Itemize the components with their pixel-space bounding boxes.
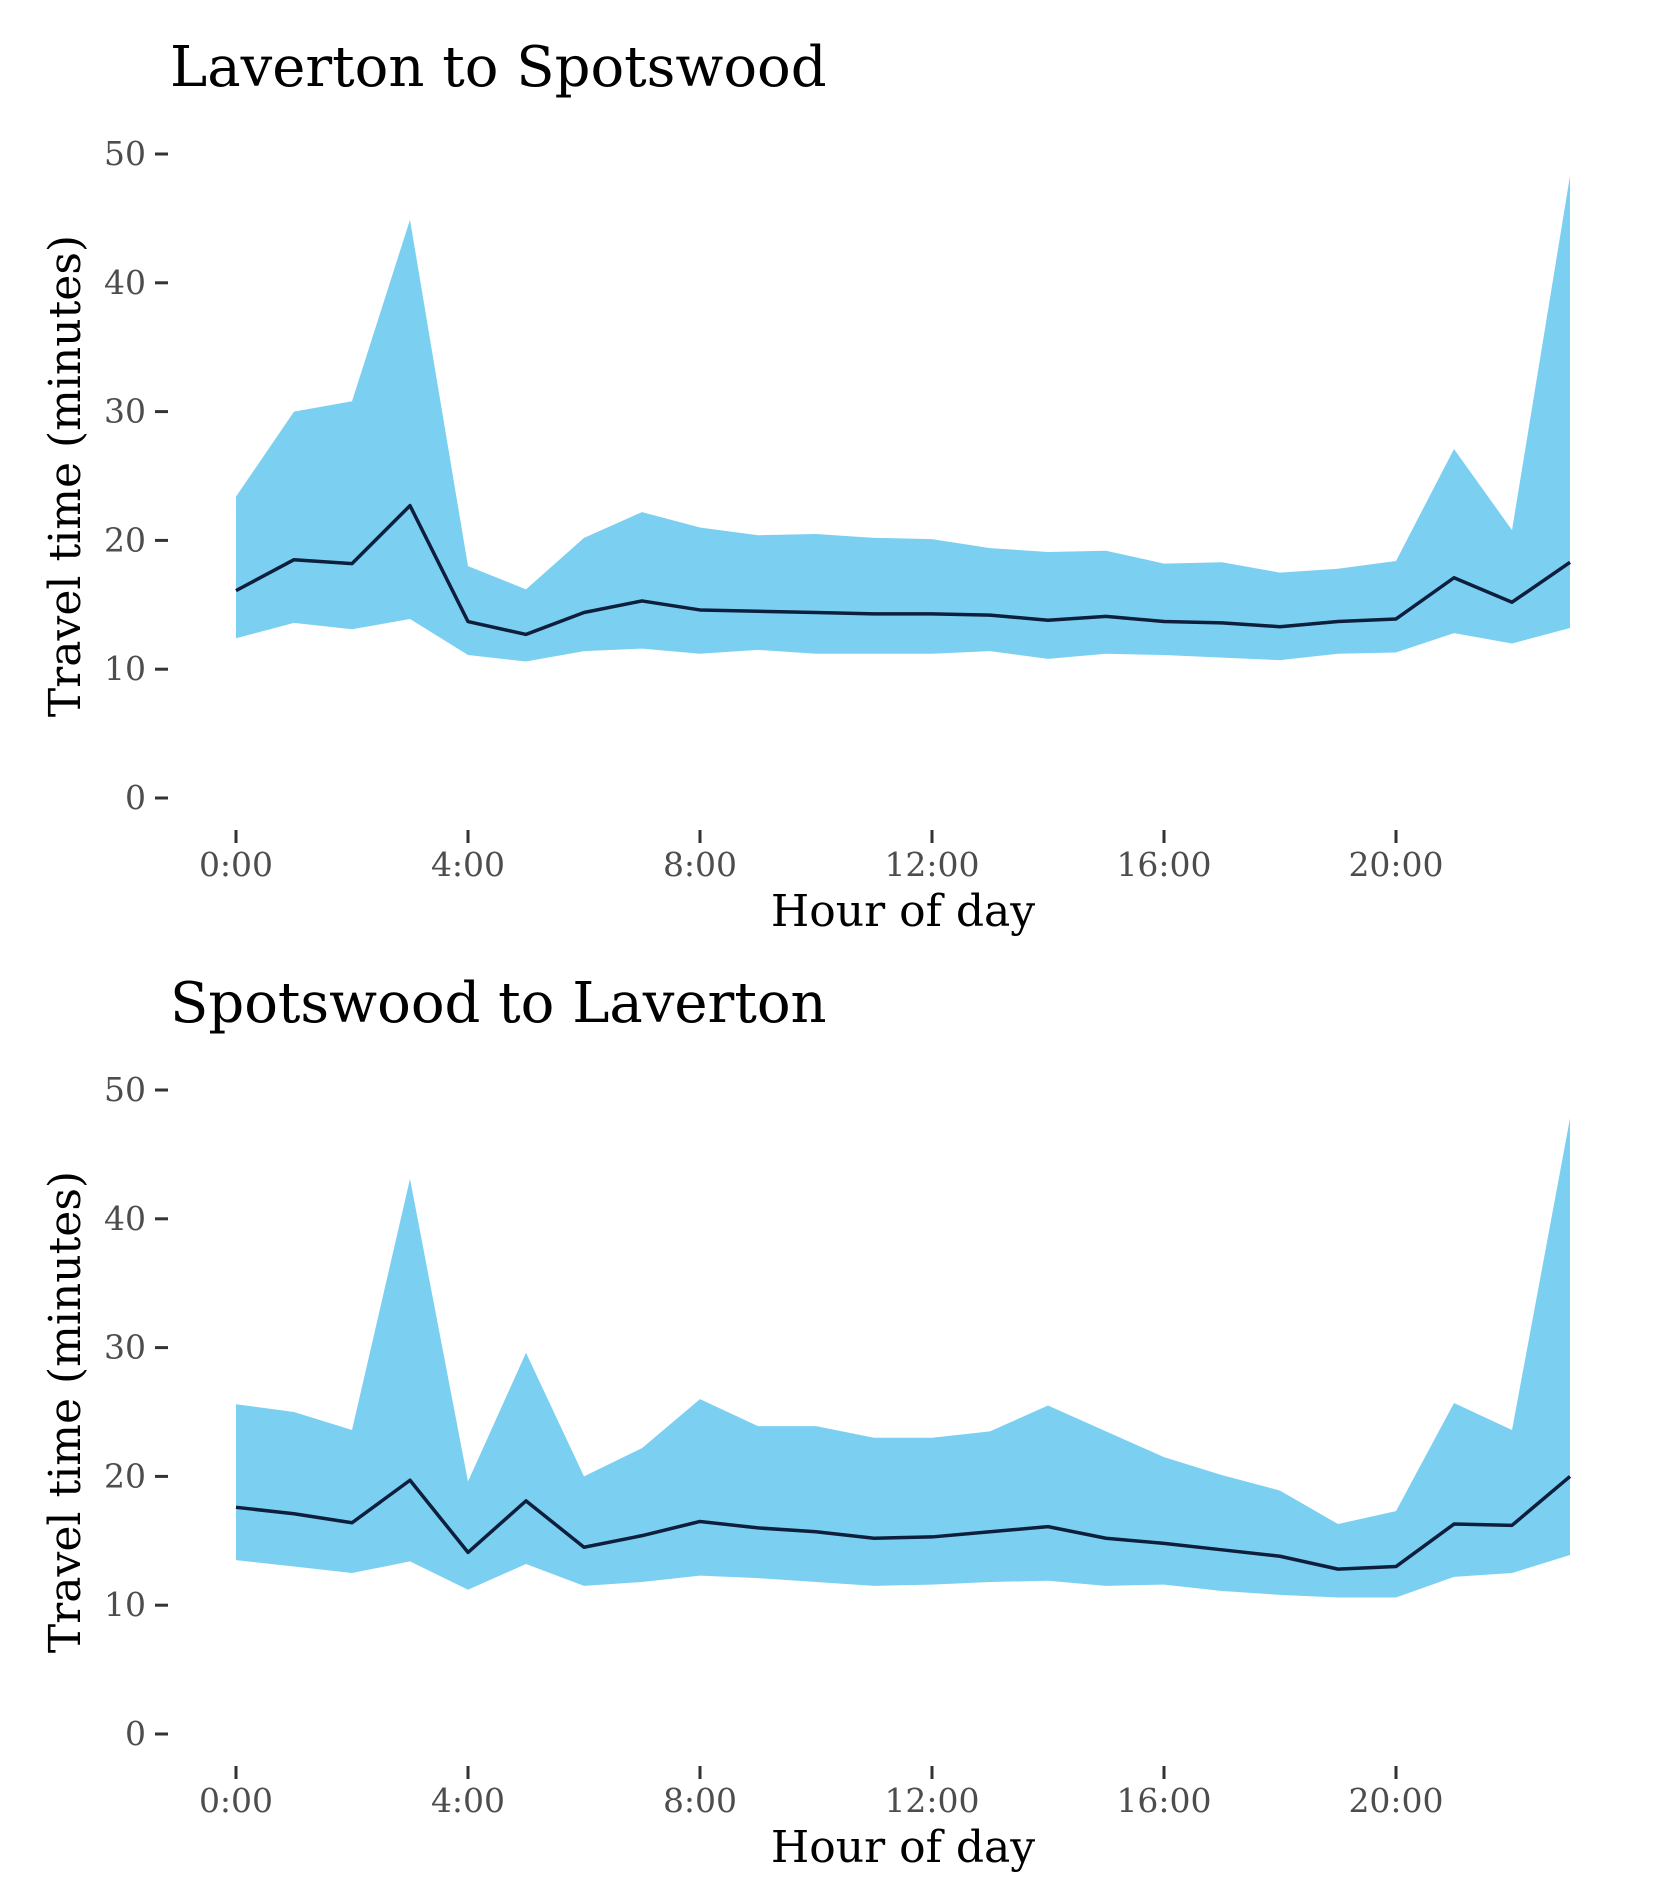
x-tick-label: 16:00	[1116, 845, 1211, 884]
y-tick-label: 20	[104, 520, 146, 559]
chart-title: Spotswood to Laverton	[170, 971, 827, 1036]
median-line	[235, 503, 1571, 637]
y-tick-label: 50	[104, 134, 146, 173]
interval-band	[236, 175, 1570, 662]
median-line	[235, 1475, 1572, 1571]
y-tick-label: 30	[104, 1328, 146, 1367]
x-tick-label: 4:00	[431, 1781, 505, 1820]
interval-band	[236, 1118, 1570, 1598]
x-tick-label: 8:00	[663, 845, 737, 884]
chart-svg: 0 10 20 30 40 50 0:00 4:00 8:00 12:00 16:00 20:00 Sp…	[40, 971, 1572, 1873]
x-tick-label: 8:00	[663, 1781, 737, 1820]
x-tick-label: 20:00	[1348, 845, 1443, 884]
x-tick-label: 0:00	[199, 1781, 273, 1820]
y-tick-label: 10	[104, 1585, 146, 1624]
y-axis-label: Travel time (minutes)	[40, 1171, 91, 1653]
x-tick-label: 0:00	[199, 845, 273, 884]
y-tick-label: 40	[104, 1199, 146, 1238]
y-tick-label: 0	[125, 778, 146, 817]
x-axis-label: Hour of day	[771, 886, 1035, 937]
chart-laverton-to-spotswood: 0 10 20 30 40 50 0:00 4:00 8:00 12:00 16:00 20:00 La…	[0, 0, 1653, 940]
y-tick-label: 40	[104, 263, 146, 302]
chart-spotswood-to-laverton: 0 10 20 30 40 50 0:00 4:00 8:00 12:00 16:00 20:00 Sp…	[0, 936, 1653, 1876]
y-tick-label: 10	[104, 649, 146, 688]
chart-title: Laverton to Spotswood	[170, 35, 827, 100]
y-tick-label: 30	[104, 392, 146, 431]
y-tick-label: 50	[104, 1070, 146, 1109]
x-axis-label: Hour of day	[771, 1822, 1035, 1873]
x-tick-label: 20:00	[1348, 1781, 1443, 1820]
x-tick-label: 12:00	[884, 845, 979, 884]
y-tick-label: 20	[104, 1456, 146, 1495]
y-tick-label: 0	[125, 1714, 146, 1753]
x-tick-label: 16:00	[1116, 1781, 1211, 1820]
chart-svg: 0 10 20 30 40 50 0:00 4:00 8:00 12:00 16:00 20:00 La…	[40, 35, 1571, 937]
y-axis-label: Travel time (minutes)	[40, 235, 91, 717]
x-tick-label: 4:00	[431, 845, 505, 884]
x-tick-label: 12:00	[884, 1781, 979, 1820]
